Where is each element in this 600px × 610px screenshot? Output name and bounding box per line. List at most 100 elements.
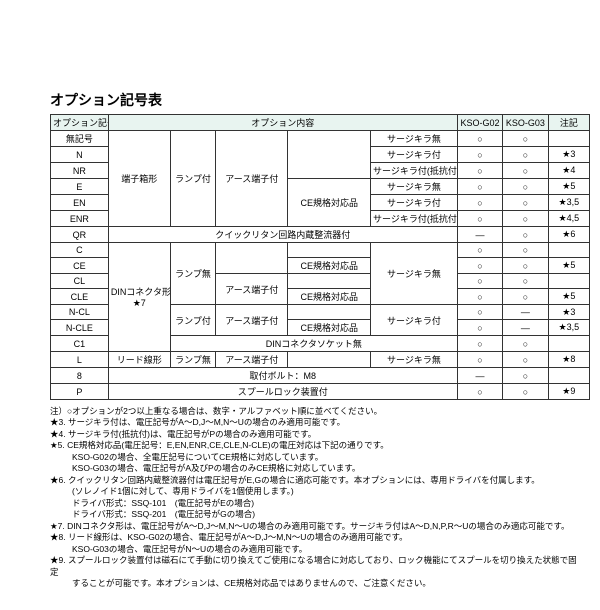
- note-line: KSO-G03の場合、電圧記号がA及びPの場合のみCE規格に対応しています。: [50, 463, 580, 474]
- code: P: [51, 384, 109, 400]
- note-line: (ソレノイド1個に対して、専用ドライバを1個使用します。): [50, 486, 580, 497]
- cell: ★5: [548, 289, 589, 305]
- cell: サージキラ無: [371, 243, 458, 305]
- cell: ○: [503, 211, 548, 227]
- cell: ○: [503, 163, 548, 179]
- cell: [548, 243, 589, 258]
- code: CLE: [51, 289, 109, 305]
- cell: ○: [457, 163, 502, 179]
- cell: ★3,5: [548, 320, 589, 336]
- cell: ★4,5: [548, 211, 589, 227]
- cell: DINコネクタソケット無: [170, 336, 457, 352]
- cell: ○: [457, 336, 502, 352]
- code: C1: [51, 336, 109, 352]
- cell: [288, 274, 371, 289]
- cell: ○: [457, 195, 502, 211]
- cell: [288, 352, 371, 368]
- cell: ○: [457, 258, 502, 274]
- cell: ○: [503, 289, 548, 305]
- note-line: ★5. CE規格対応品(電圧記号：E,EN,ENR,CE,CLE,N-CLE)の…: [50, 440, 580, 451]
- cell: ★6: [548, 227, 589, 243]
- note-line: 注）○オプションが2つ以上重なる場合は、数字・アルファベット順に並べてください。: [50, 406, 580, 417]
- code: QR: [51, 227, 109, 243]
- cell: ○: [457, 243, 502, 258]
- code: NR: [51, 163, 109, 179]
- note-line: することが可能です。本オプションは、CE規格対応品ではありませんので、ご注意くだ…: [50, 578, 580, 589]
- cell: ランプ付: [170, 305, 215, 336]
- cell: ★3: [548, 147, 589, 163]
- cell: ★3,5: [548, 195, 589, 211]
- cell: ○: [457, 305, 502, 320]
- cell: ○: [503, 336, 548, 352]
- code: L: [51, 352, 109, 368]
- cell: ○: [457, 274, 502, 289]
- code: C: [51, 243, 109, 258]
- cell: アース端子付: [216, 131, 288, 227]
- note-line: ★3. サージキラ付は、電圧記号がA～D,J～M,N～Uの場合のみ適用可能です。: [50, 417, 580, 428]
- cell: [548, 336, 589, 352]
- cell: サージキラ無: [371, 131, 458, 147]
- note-line: KSO-G02の場合、全電圧記号についてCE規格に対応しています。: [50, 452, 580, 463]
- cell: ランプ無: [170, 243, 215, 305]
- cell: サージキラ付(抵抗付): [371, 163, 458, 179]
- code: EN: [51, 195, 109, 211]
- cell: CE規格対応品: [288, 320, 371, 336]
- th-note: 注記: [548, 115, 589, 131]
- th-content: オプション内容: [108, 115, 457, 131]
- cell: DINコネクタ形 ★7: [108, 243, 170, 352]
- code: 無記号: [51, 131, 109, 147]
- cell: ランプ無: [170, 352, 215, 368]
- note-line: ★8. リード線形は、KSO-G02の場合、電圧記号がA～D,J～M,N～Uの場…: [50, 532, 580, 543]
- cell: サージキラ付: [371, 147, 458, 163]
- cell: スプールロック装置付: [108, 384, 457, 400]
- cell: ○: [503, 227, 548, 243]
- cell: ○: [457, 289, 502, 305]
- cell: ★3: [548, 305, 589, 320]
- code: N: [51, 147, 109, 163]
- label: ★7: [133, 298, 146, 308]
- cell: アース端子付: [216, 305, 288, 336]
- page-title: オプション記号表: [50, 90, 580, 110]
- cell: ○: [503, 131, 548, 147]
- cell: CE規格対応品: [288, 258, 371, 274]
- cell: ○: [503, 352, 548, 368]
- cell: サージキラ付(抵抗付): [371, 211, 458, 227]
- label: DINコネクタ形: [111, 287, 170, 297]
- cell: ★4: [548, 163, 589, 179]
- code: 8: [51, 368, 109, 384]
- option-table: オプション記号 オプション内容 KSO-G02 KSO-G03 注記 無記号 端…: [50, 114, 590, 400]
- cell: ランプ付: [170, 131, 215, 227]
- cell: ○: [457, 179, 502, 195]
- cell: —: [457, 227, 502, 243]
- code: E: [51, 179, 109, 195]
- cell: ○: [503, 258, 548, 274]
- cell: [288, 243, 371, 258]
- cell: ○: [503, 368, 548, 384]
- notes-block: 注）○オプションが2つ以上重なる場合は、数字・アルファベット順に並べてください。…: [50, 406, 580, 590]
- cell: ★5: [548, 179, 589, 195]
- note-line: ドライバ形式：SSQ-201 (電圧記号がGの場合): [50, 509, 580, 520]
- cell: サージキラ無: [371, 352, 458, 368]
- cell: ○: [503, 147, 548, 163]
- cell: [288, 131, 371, 179]
- code: ENR: [51, 211, 109, 227]
- cell: [216, 243, 288, 274]
- cell: サージキラ付: [371, 195, 458, 211]
- cell: [548, 368, 589, 384]
- cell: クイックリタン回路内蔵整流器付: [108, 227, 457, 243]
- note-line: ★4. サージキラ付(抵抗付)は、電圧記号がPの場合のみ適用可能です。: [50, 429, 580, 440]
- cell: CE規格対応品: [288, 179, 371, 227]
- cell: アース端子付: [216, 352, 288, 368]
- code: N-CLE: [51, 320, 109, 336]
- cell: ○: [457, 131, 502, 147]
- cell: ○: [457, 147, 502, 163]
- cell: ○: [503, 243, 548, 258]
- th-g02: KSO-G02: [457, 115, 502, 131]
- cell: ○: [503, 195, 548, 211]
- cell: リード線形: [108, 352, 170, 368]
- cell: ○: [457, 352, 502, 368]
- cell: 端子箱形: [108, 131, 170, 227]
- cell: CE規格対応品: [288, 289, 371, 305]
- cell: ○: [503, 274, 548, 289]
- note-line: ★7. DINコネクタ形は、電圧記号がA～D,J～M,N～Uの場合のみ適用可能で…: [50, 521, 580, 532]
